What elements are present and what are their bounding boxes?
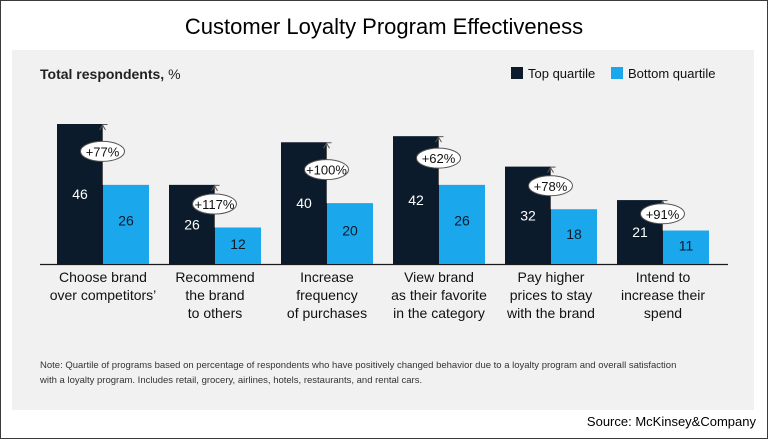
category-label: Pay higher bbox=[518, 269, 585, 285]
chart-note: with a loyalty program. Includes retail,… bbox=[39, 375, 422, 386]
uplift-label: +78% bbox=[534, 179, 568, 194]
category-label: with the brand bbox=[506, 305, 595, 321]
uplift-bubble bbox=[304, 159, 349, 181]
bar-bottom-quartile bbox=[327, 203, 373, 264]
bar-value-label: 32 bbox=[520, 207, 536, 223]
legend-swatch-2 bbox=[611, 67, 623, 79]
category-label: Increase bbox=[300, 269, 354, 285]
category-label: to others bbox=[188, 305, 242, 321]
category-label: over competitors’ bbox=[50, 287, 157, 303]
uplift-label: +100% bbox=[306, 163, 347, 178]
category-label: as their favorite bbox=[391, 287, 487, 303]
bar-bottom-quartile bbox=[439, 184, 485, 264]
category-label: Choose brand bbox=[59, 269, 147, 285]
bar-value-label: 12 bbox=[230, 236, 246, 252]
uplift-bubble bbox=[528, 175, 573, 197]
category-label: View brand bbox=[404, 269, 474, 285]
bar-value-label: 11 bbox=[679, 238, 694, 254]
category-label: prices to stay bbox=[510, 287, 592, 303]
category-label: frequency bbox=[296, 287, 357, 303]
uplift-arrowhead bbox=[211, 184, 218, 192]
category-label: in the category bbox=[393, 305, 485, 321]
uplift-label: +62% bbox=[422, 151, 456, 166]
bar-bottom-quartile bbox=[551, 209, 597, 264]
legend-label-2: Bottom quartile bbox=[628, 66, 715, 81]
uplift-bubble bbox=[80, 140, 125, 162]
bar-bottom-quartile bbox=[663, 230, 709, 264]
uplift-label: +117% bbox=[195, 197, 235, 212]
uplift-label: +91% bbox=[646, 207, 680, 222]
bar-value-label: 18 bbox=[566, 226, 582, 242]
bar-bottom-quartile bbox=[215, 227, 261, 264]
category-label: of purchases bbox=[287, 305, 367, 321]
chart-title: Customer Loyalty Program Effectiveness bbox=[184, 14, 584, 39]
bar-value-label: 42 bbox=[408, 192, 424, 208]
bar-value-label: 40 bbox=[296, 195, 312, 211]
bar-bottom-quartile bbox=[103, 184, 149, 264]
legend-swatch-1 bbox=[511, 67, 523, 79]
category-label: increase their bbox=[621, 287, 705, 303]
bar-value-label: 46 bbox=[72, 186, 88, 202]
uplift-arrowhead bbox=[435, 136, 442, 143]
bar-value-label: 21 bbox=[632, 224, 648, 240]
uplift-arrowhead bbox=[99, 124, 106, 131]
uplift-bubble bbox=[640, 203, 685, 225]
category-label: spend bbox=[644, 305, 682, 321]
source-credit: Source: McKinsey&Company bbox=[586, 414, 756, 429]
uplift-label: +77% bbox=[86, 144, 120, 159]
legend-label-1: Top quartile bbox=[528, 66, 595, 81]
category-label: the brand bbox=[185, 287, 244, 303]
bar-value-label: 20 bbox=[342, 223, 358, 239]
y-axis-label: Total respondents, % bbox=[40, 66, 181, 82]
uplift-bubble bbox=[416, 147, 461, 169]
chart-note: Note: Quartile of programs based on perc… bbox=[40, 360, 676, 371]
bar-value-label: 26 bbox=[454, 212, 470, 228]
category-label: Intend to bbox=[636, 269, 691, 285]
bar-value-label: 26 bbox=[184, 216, 200, 232]
uplift-arrowhead bbox=[547, 166, 554, 173]
category-label: Recommend bbox=[175, 269, 254, 285]
bar-value-label: 26 bbox=[118, 212, 134, 228]
uplift-bubble bbox=[192, 193, 237, 215]
uplift-arrowhead bbox=[323, 142, 330, 149]
